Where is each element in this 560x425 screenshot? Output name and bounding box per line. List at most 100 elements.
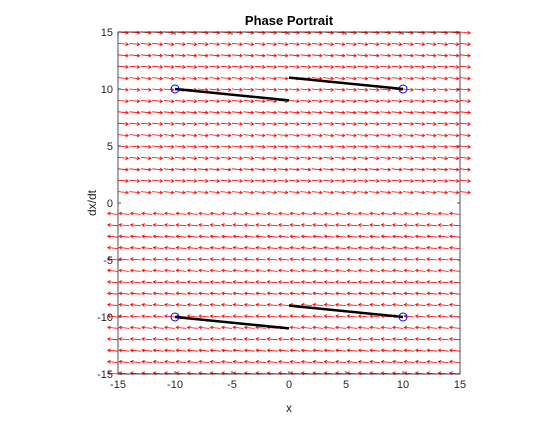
field-arrow xyxy=(392,280,404,284)
field-arrow xyxy=(346,337,358,341)
field-arrow xyxy=(448,156,460,161)
field-arrow xyxy=(221,314,233,319)
field-arrow xyxy=(254,76,266,81)
field-arrow xyxy=(334,110,346,115)
field-arrow xyxy=(289,325,301,330)
field-arrow xyxy=(312,234,324,239)
field-arrow xyxy=(380,110,392,115)
field-arrow xyxy=(312,211,324,216)
field-arrow xyxy=(346,291,358,296)
field-arrow xyxy=(266,156,278,161)
field-arrow xyxy=(392,325,404,330)
field-arrow xyxy=(277,190,289,195)
field-arrow xyxy=(323,179,335,183)
field-arrow xyxy=(164,268,176,273)
field-arrow xyxy=(323,190,335,195)
field-arrow xyxy=(448,42,460,47)
field-arrow xyxy=(107,280,119,284)
field-arrow xyxy=(391,53,403,58)
field-arrow xyxy=(209,167,221,172)
field-arrow xyxy=(186,133,198,138)
field-arrow xyxy=(449,223,461,227)
field-arrow xyxy=(266,53,278,58)
field-arrow xyxy=(368,87,380,92)
field-arrow xyxy=(312,280,324,284)
field-arrow xyxy=(266,245,278,250)
field-arrow xyxy=(277,42,289,47)
field-arrow xyxy=(459,76,471,81)
field-arrow xyxy=(220,190,232,195)
field-arrow xyxy=(357,325,369,330)
field-arrow xyxy=(380,211,392,216)
field-arrow xyxy=(402,122,414,126)
field-arrow xyxy=(426,268,438,273)
field-arrow xyxy=(266,348,278,353)
field-arrow xyxy=(197,156,209,161)
field-arrow xyxy=(141,314,153,319)
field-arrow xyxy=(402,167,414,172)
field-arrow xyxy=(459,190,471,195)
field-arrow xyxy=(186,144,198,149)
field-arrow xyxy=(243,76,255,81)
field-arrow xyxy=(198,211,210,216)
x-tick-label: 15 xyxy=(454,379,466,391)
field-arrow xyxy=(335,325,347,330)
field-arrow xyxy=(163,167,175,172)
field-arrow xyxy=(368,179,380,183)
y-tick-label: -15 xyxy=(97,369,113,381)
field-arrow xyxy=(392,291,404,296)
field-arrow xyxy=(152,291,164,296)
field-arrow xyxy=(335,291,347,296)
field-arrow xyxy=(437,133,449,138)
field-arrow xyxy=(117,42,129,47)
field-arrow xyxy=(300,53,312,58)
field-arrow xyxy=(118,302,130,307)
field-arrow xyxy=(163,99,175,104)
field-arrow xyxy=(152,122,164,126)
field-arrow xyxy=(425,110,437,115)
field-arrow xyxy=(232,348,244,353)
field-arrow xyxy=(198,291,210,296)
field-arrow xyxy=(380,359,392,364)
field-arrow xyxy=(266,302,278,307)
field-arrow xyxy=(300,133,312,138)
field-arrow xyxy=(186,325,198,330)
field-arrow xyxy=(232,268,244,273)
trajectory-line xyxy=(174,87,290,102)
field-arrow xyxy=(345,65,357,69)
field-arrow xyxy=(197,99,209,104)
field-arrow xyxy=(152,99,164,104)
field-arrow xyxy=(426,257,438,262)
field-arrow xyxy=(164,325,176,330)
field-arrow xyxy=(107,234,119,239)
field-arrow xyxy=(107,359,119,364)
field-arrow xyxy=(209,245,221,250)
field-arrow xyxy=(186,179,198,183)
field-arrow xyxy=(437,211,449,216)
field-arrow xyxy=(369,325,381,330)
field-arrow xyxy=(197,53,209,58)
x-tick-label: -10 xyxy=(167,379,183,391)
field-arrow xyxy=(368,42,380,47)
field-arrow xyxy=(209,42,221,47)
field-arrow xyxy=(437,291,449,296)
field-arrow xyxy=(334,42,346,47)
field-arrow xyxy=(141,257,153,262)
field-arrow xyxy=(323,99,335,104)
field-arrow xyxy=(403,325,415,330)
field-arrow xyxy=(437,234,449,239)
field-arrow xyxy=(141,234,153,239)
field-arrow xyxy=(221,291,233,296)
field-arrow xyxy=(335,257,347,262)
field-arrow xyxy=(186,291,198,296)
field-arrow xyxy=(437,302,449,307)
field-arrow xyxy=(449,337,461,341)
field-arrow xyxy=(323,167,335,172)
field-arrow xyxy=(357,245,369,250)
field-arrow xyxy=(107,314,119,319)
field-arrow xyxy=(164,257,176,262)
field-arrow xyxy=(186,122,198,126)
field-arrow xyxy=(323,133,335,138)
field-arrow xyxy=(289,245,301,250)
field-arrow xyxy=(289,314,301,319)
